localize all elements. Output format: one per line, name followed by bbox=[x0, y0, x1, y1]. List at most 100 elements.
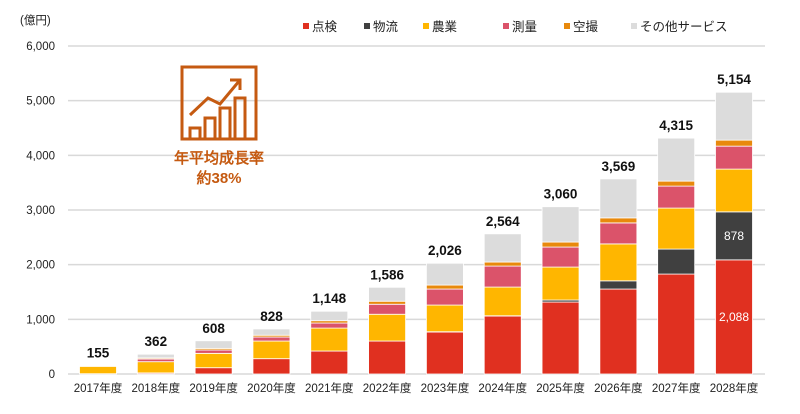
bar-segment-空撮-2027年度 bbox=[657, 180, 696, 187]
y-tick-label: 3,000 bbox=[26, 205, 55, 217]
total-label: 608 bbox=[202, 321, 225, 336]
legend-swatch bbox=[423, 23, 429, 29]
bar-segment-その他サービス-2025年度 bbox=[541, 206, 580, 243]
legend-item: 農業 bbox=[423, 19, 458, 34]
legend-label: 点検 bbox=[312, 20, 338, 34]
y-tick-label: 5,000 bbox=[26, 96, 55, 108]
legend-item: 点検 bbox=[303, 20, 338, 34]
x-tick-label: 2017年度 bbox=[74, 381, 123, 395]
total-label: 1,148 bbox=[312, 291, 346, 306]
bar-segment-物流-2027年度 bbox=[657, 248, 696, 275]
bar-segment-点検-2023年度 bbox=[426, 331, 464, 375]
bar-segment-農業-2028年度 bbox=[715, 168, 753, 213]
bar-segment-物流-2026年度 bbox=[599, 280, 638, 290]
bar-segment-点検-2025年度 bbox=[541, 301, 580, 375]
x-tick-label: 2023年度 bbox=[421, 381, 470, 395]
y-tick-label: 2,000 bbox=[26, 260, 55, 272]
legend-swatch bbox=[303, 23, 309, 29]
legend-swatch bbox=[364, 23, 370, 29]
legend-label: 物流 bbox=[373, 20, 399, 34]
y-tick-label: 0 bbox=[49, 369, 55, 381]
bar-segment-農業-2020年度 bbox=[252, 340, 291, 360]
y-tick-label: 6,000 bbox=[26, 41, 55, 53]
segment-label-inspection-2028: 2,088 bbox=[719, 310, 749, 324]
bar-segment-点検-2024年度 bbox=[483, 315, 522, 375]
bar-segment-空撮-2024年度 bbox=[483, 261, 522, 267]
y-tick-label: 1,000 bbox=[26, 314, 55, 326]
bar-segment-測量-2024年度 bbox=[483, 265, 522, 288]
bar-segment-その他サービス-2020年度 bbox=[252, 328, 291, 336]
bar-segment-空撮-2023年度 bbox=[426, 284, 464, 290]
bar-segment-測量-2021年度 bbox=[310, 322, 349, 329]
bar-segment-その他サービス-2024年度 bbox=[483, 233, 522, 263]
total-label: 362 bbox=[145, 334, 168, 349]
bar-segment-点検-2020年度 bbox=[252, 358, 291, 375]
y-tick-label: 4,000 bbox=[26, 150, 55, 162]
x-tick-label: 2027年度 bbox=[652, 381, 701, 395]
bar-segment-点検-2019年度 bbox=[194, 367, 233, 375]
bar-segment-空撮-2025年度 bbox=[541, 241, 580, 248]
x-tick-label: 2022年度 bbox=[363, 381, 412, 395]
total-label: 2,026 bbox=[428, 243, 462, 258]
bar-segment-農業-2027年度 bbox=[657, 207, 696, 250]
legend-label: その他サービス bbox=[640, 20, 728, 34]
bar-segment-空撮-2022年度 bbox=[368, 300, 406, 305]
x-tick-label: 2018年度 bbox=[132, 381, 181, 395]
bar-segment-測量-2022年度 bbox=[368, 303, 406, 315]
total-label: 4,315 bbox=[659, 118, 693, 133]
bar-segment-点検-2022年度 bbox=[368, 340, 406, 375]
bar-segment-空撮-2026年度 bbox=[599, 217, 638, 224]
x-tick-label: 2025年度 bbox=[536, 381, 585, 395]
x-tick-label: 2020年度 bbox=[247, 381, 296, 395]
x-tick-label: 2021年度 bbox=[305, 381, 354, 395]
bar-segment-農業-2025年度 bbox=[541, 266, 580, 301]
legend-label: 農業 bbox=[432, 19, 458, 34]
growth-rate-label: 年平均成長率 bbox=[174, 149, 264, 167]
legend-item: 空撮 bbox=[564, 20, 599, 34]
bar-segment-農業-2019年度 bbox=[194, 352, 233, 369]
legend-swatch bbox=[564, 23, 570, 29]
total-label: 828 bbox=[260, 309, 283, 324]
bar-segment-測量-2028年度 bbox=[715, 145, 753, 170]
bar-segment-農業-2018年度 bbox=[136, 361, 175, 374]
legend-label: 測量 bbox=[512, 20, 537, 34]
total-label: 5,154 bbox=[717, 72, 751, 87]
bar-segment-測量-2018年度 bbox=[136, 358, 175, 363]
bar-segment-農業-2017年度 bbox=[79, 365, 117, 375]
bar-segment-農業-2026年度 bbox=[599, 243, 638, 282]
x-tick-label: 2028年度 bbox=[710, 381, 759, 395]
bar-segment-空撮-2028年度 bbox=[715, 139, 753, 147]
bar-segment-点検-2027年度 bbox=[657, 273, 696, 375]
bar-segment-農業-2022年度 bbox=[368, 313, 406, 342]
bar-segment-その他サービス-2021年度 bbox=[310, 310, 349, 322]
legend-label: 空撮 bbox=[573, 20, 599, 34]
bar-segment-測量-2026年度 bbox=[599, 222, 638, 245]
total-label: 155 bbox=[87, 346, 110, 361]
bar-segment-測量-2027年度 bbox=[657, 185, 696, 209]
x-tick-label: 2026年度 bbox=[594, 381, 643, 395]
total-label: 2,564 bbox=[486, 214, 520, 229]
total-label: 1,586 bbox=[370, 267, 404, 282]
segment-label-logistics-2028: 878 bbox=[724, 229, 744, 243]
bar-segment-点検-2026年度 bbox=[599, 288, 638, 375]
total-label: 3,060 bbox=[544, 187, 578, 202]
total-label: 3,569 bbox=[601, 159, 635, 174]
bar-segment-その他サービス-2027年度 bbox=[657, 137, 696, 182]
bar-segment-測量-2023年度 bbox=[426, 288, 464, 306]
growth-annotation: 年平均成長率 約38% bbox=[174, 65, 264, 187]
bar-segment-農業-2021年度 bbox=[310, 327, 349, 352]
bar-segment-その他サービス-2028年度 bbox=[715, 91, 753, 141]
bar-segment-その他サービス-2026年度 bbox=[599, 178, 638, 219]
growth-rate-value: 約38% bbox=[196, 169, 241, 187]
bar-segment-農業-2024年度 bbox=[483, 286, 522, 317]
legend-item: 物流 bbox=[364, 20, 399, 34]
legend-item: 測量 bbox=[503, 20, 537, 34]
legend-item: その他サービス bbox=[631, 20, 728, 34]
legend-swatch bbox=[503, 23, 509, 29]
bar-segment-点検-2028年度 bbox=[715, 259, 753, 375]
bar-segment-その他サービス-2022年度 bbox=[368, 286, 406, 302]
bar-segment-その他サービス-2019年度 bbox=[194, 340, 233, 349]
x-tick-label: 2019年度 bbox=[189, 381, 238, 395]
